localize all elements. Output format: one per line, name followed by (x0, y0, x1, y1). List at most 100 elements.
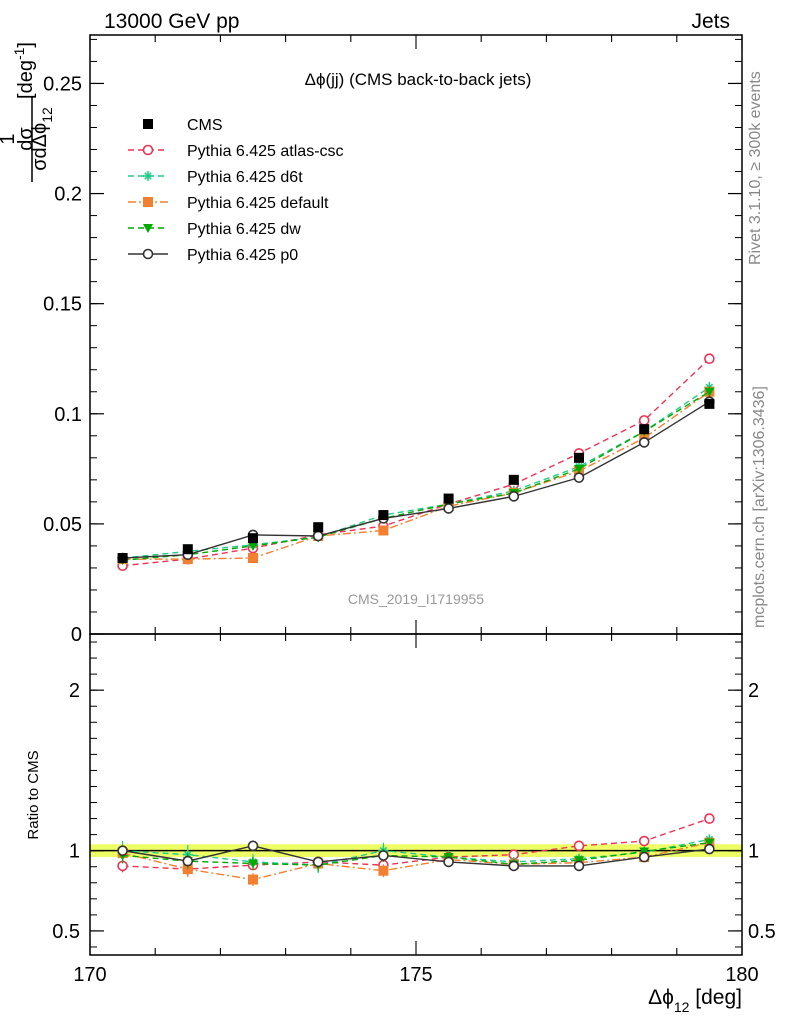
ratio-data-point (378, 850, 389, 861)
legend-entry: Pythia 6.425 atlas-csc (128, 143, 344, 160)
main-series-line (122, 401, 710, 559)
x-axis-label-sub: 12 (674, 999, 690, 1015)
main-plot-title: Δϕ(jj) (CMS back-to-back jets) (305, 70, 532, 89)
ratio-plot-frame (89, 633, 743, 956)
ratio-data-point (182, 855, 194, 867)
ratio-data-point (704, 813, 715, 824)
main-series-cms (117, 398, 715, 564)
legend-label: Pythia 6.425 p0 (187, 247, 298, 264)
ratio-y-tick-label-right: 0.5 (748, 921, 776, 943)
main-series-pythia-6-425-d6t (117, 381, 715, 564)
header-left: 13000 GeV pp (104, 10, 239, 33)
ratio-y-tick-label-right: 2 (748, 680, 759, 702)
main-data-point (704, 353, 715, 365)
ratio-data-point (638, 851, 650, 863)
ratio-data-point (378, 865, 389, 876)
ratio-data-point (117, 845, 128, 856)
ylabel-den-sigma: σ (29, 158, 51, 171)
main-data-point (638, 415, 650, 426)
ylabel-unit-close: ] (15, 42, 37, 48)
main-data-point (574, 464, 584, 474)
main-y-tick-label: 0.25 (43, 73, 82, 95)
ratio-series-line (122, 817, 710, 870)
ratio-series-pythia-6-425-p0 (117, 840, 715, 872)
mcplots-label: mcplots.cern.ch [arXiv:1306.3436] (751, 386, 768, 628)
legend-entry: Pythia 6.425 p0 (128, 247, 298, 264)
main-series-pythia-6-425-atlas-csc (117, 353, 715, 572)
rivet-label: Rivet 3.1.10, ≥ 300k events (747, 71, 764, 265)
main-data-point (117, 553, 128, 564)
x-tick-label: 175 (399, 964, 432, 986)
main-y-axis-label: 1 dσ σdΔϕ12 [deg-1] (0, 42, 55, 182)
main-plot: 0 0.05 0.1 0.15 0.2 0.25 (43, 34, 743, 646)
ylabel-unit-sup: -1 (11, 47, 27, 60)
x-tick-label: 180 (725, 964, 758, 986)
x-axis-label-main: Δϕ (648, 986, 674, 1009)
main-series-line (122, 358, 710, 567)
analysis-watermark: CMS_2019_I1719955 (348, 591, 484, 607)
ratio-series-line (122, 841, 710, 866)
main-data-point (508, 491, 520, 502)
ratio-data-point (247, 840, 259, 852)
legend-marker (142, 248, 154, 260)
main-data-point (313, 522, 324, 533)
main-y-tick-label: 0.15 (43, 294, 82, 316)
legend-marker-stroke (144, 172, 152, 180)
ylabel-unit-open: [deg (15, 60, 37, 99)
legend-entry: Pythia 6.425 d6t (128, 169, 303, 186)
ratio-series-line (122, 841, 710, 881)
ratio-series-line (122, 845, 710, 867)
legend-entry: Pythia 6.425 default (128, 195, 329, 212)
ratio-data-point (704, 843, 715, 855)
ratio-data-point (312, 856, 324, 868)
legend-label: Pythia 6.425 atlas-csc (187, 143, 344, 160)
ratio-data-point (248, 874, 258, 885)
ylabel-frac-one: 1 (0, 133, 19, 144)
x-axis-label-unit: [deg] (689, 986, 742, 1009)
ratio-y-tick-label-right: 1 (748, 841, 759, 863)
main-data-point (443, 503, 454, 514)
main-y-tick-label: 0 (71, 624, 82, 646)
main-series-pythia-6-425-default (117, 386, 715, 565)
main-y-tick-label: 0.2 (54, 184, 82, 206)
x-tick-label: 170 (73, 964, 106, 986)
legend-marker (143, 224, 153, 233)
main-data-point (182, 544, 193, 555)
main-series-line (122, 386, 710, 559)
ratio-data-point (508, 860, 520, 872)
legend-label: Pythia 6.425 dw (187, 221, 301, 238)
main-data-point (704, 398, 715, 409)
legend-entry: Pythia 6.425 dw (128, 221, 301, 238)
legend-label: CMS (187, 117, 223, 134)
main-data-point (508, 474, 519, 485)
ratio-plot: 0.5 0.5 1 1 2 2 170 175 180 (52, 633, 776, 986)
legend-entry: CMS (143, 117, 223, 134)
main-data-point (638, 437, 650, 448)
ratio-y-tick-label: 0.5 (52, 921, 80, 943)
ratio-data-point (573, 840, 585, 852)
legend-marker (142, 144, 154, 156)
ratio-y-tick-label: 1 (69, 841, 80, 863)
legend-marker (143, 171, 153, 181)
main-y-tick-label: 0.1 (54, 404, 82, 426)
main-series-line (122, 391, 710, 560)
main-data-point (378, 525, 389, 536)
main-data-point (248, 541, 258, 551)
main-data-point (378, 510, 389, 521)
ylabel-den-sub: 12 (39, 107, 55, 123)
ratio-data-point (573, 860, 585, 872)
ylabel-den-rest: dΔϕ (29, 123, 51, 159)
legend-marker (143, 119, 153, 129)
header-right: Jets (691, 10, 730, 33)
ylabel-den: σdΔϕ12 (29, 107, 55, 171)
ratio-y-tick-label: 2 (69, 680, 80, 702)
ratio-data-point (638, 835, 650, 847)
main-data-point (248, 553, 258, 564)
main-series-pythia-6-425-dw (117, 386, 715, 566)
main-data-point (639, 424, 650, 435)
legend: CMS Pythia 6.425 atlas-csc Pythia 6.425 d6… (128, 117, 344, 264)
main-data-point (443, 493, 454, 504)
legend-label: Pythia 6.425 d6t (187, 169, 303, 186)
ratio-y-axis-label: Ratio to CMS (25, 750, 42, 839)
